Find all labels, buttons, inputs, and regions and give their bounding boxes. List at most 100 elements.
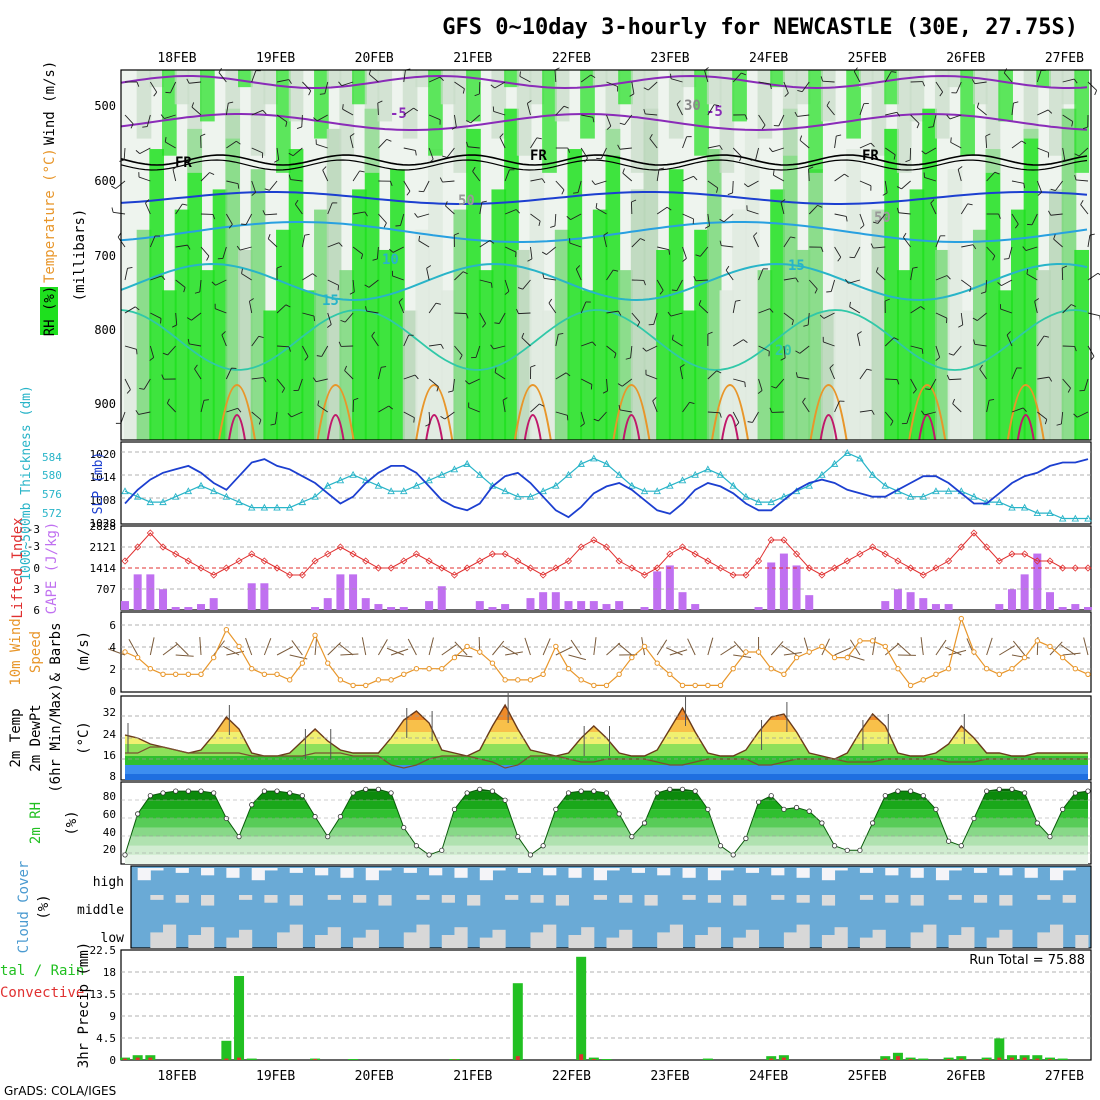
thickness-marker	[184, 487, 193, 495]
wind-barb	[191, 106, 202, 116]
wind-barb	[215, 279, 227, 286]
cape-bar	[678, 592, 687, 610]
wind-barb	[327, 279, 339, 286]
wind-barb	[884, 71, 892, 83]
wind-barb	[699, 246, 709, 257]
cloud-middle	[505, 895, 519, 900]
wind-barb	[200, 400, 205, 413]
rh-tick: 20	[103, 843, 116, 856]
lifted-index-marker	[602, 543, 611, 551]
wind-barb-flag	[935, 357, 940, 361]
wind-barb-flag	[442, 155, 448, 158]
wind-barb	[1053, 238, 1063, 248]
cloud-low	[543, 924, 557, 948]
cape-bar	[653, 571, 662, 610]
wind-barb	[929, 378, 937, 390]
wind-barb-flag	[548, 298, 553, 304]
wind-barb	[732, 339, 744, 347]
thickness-marker	[311, 492, 319, 500]
wind-barb-flag	[258, 335, 264, 339]
wind-barb-flag	[584, 157, 588, 163]
rh-column	[263, 310, 279, 440]
date-label: 23FEB	[650, 1069, 689, 1084]
wind-barb	[175, 244, 188, 248]
precip-convective-bar	[237, 1057, 242, 1060]
rh-marker	[920, 793, 926, 799]
wind-barb-flag	[592, 117, 595, 123]
wind-barb	[849, 306, 861, 314]
wind-barb	[1012, 640, 1026, 656]
thickness-marker	[615, 470, 623, 478]
wind-barb-flag	[515, 209, 521, 214]
wind-barb	[1062, 147, 1066, 160]
cloud-high	[251, 868, 265, 881]
cloud-level-high: high	[93, 875, 124, 890]
wind-barb	[808, 168, 810, 182]
rh-marker	[717, 843, 724, 849]
wind-speed-marker	[882, 643, 888, 650]
wind-barb	[856, 334, 861, 347]
wind-barb-flag	[1037, 191, 1042, 196]
wind-barb	[606, 378, 608, 391]
wind-barb-flag	[973, 339, 976, 345]
rh-column-upper	[643, 70, 659, 122]
wind-barb	[138, 411, 151, 415]
precip-total-bar	[1044, 1057, 1055, 1060]
wind-barb	[302, 273, 313, 281]
wind-barb	[226, 140, 237, 149]
wind-barb	[368, 73, 379, 83]
contour-label: FR	[530, 148, 547, 164]
wind-barb-flag	[338, 341, 342, 347]
rh-label: 2m RH	[28, 802, 44, 844]
wind-barb	[499, 137, 506, 149]
wind-barb	[949, 114, 962, 120]
rh-marker	[413, 843, 420, 849]
lifted-index-marker	[780, 536, 788, 544]
cape-bar	[577, 601, 586, 610]
wind-barb-flag	[1047, 109, 1053, 114]
wind-barb	[930, 203, 937, 215]
wind-barb	[479, 312, 487, 324]
wind-barb	[292, 147, 303, 157]
wind-barb-flag	[516, 308, 519, 314]
wind-label-3: & Barbs	[48, 622, 64, 681]
wind-barb	[472, 171, 481, 182]
cloud-middle	[682, 895, 696, 900]
cloud-middle	[264, 895, 278, 903]
precip-convective-bar	[1022, 1057, 1027, 1060]
thickness-marker	[666, 481, 674, 489]
wind-barb	[167, 345, 177, 356]
wind-barb-flag	[704, 225, 710, 229]
wind-barb	[783, 345, 786, 358]
temp-label-1: 2m Temp	[8, 708, 24, 767]
wind-barb-flag	[517, 287, 523, 290]
cloud-low	[226, 937, 240, 948]
cloud-middle	[201, 895, 215, 906]
rh-marker	[895, 788, 901, 794]
wind-barb-flag	[111, 185, 116, 189]
lifted-index-marker	[945, 557, 953, 565]
wind-barb	[200, 172, 210, 182]
cloud-high	[999, 868, 1013, 876]
lifted-index-marker	[438, 564, 446, 572]
wind-speed-marker	[920, 677, 926, 683]
wind-barb-flag	[802, 397, 806, 403]
wind-barb	[1060, 644, 1076, 656]
wind-barb-flag	[413, 107, 419, 112]
wind-barb	[470, 114, 481, 124]
wind-barb	[747, 209, 759, 215]
rh-column-upper	[440, 70, 456, 105]
wind-barb-flag	[757, 390, 763, 394]
cloud-middle	[353, 895, 367, 903]
rh-marker	[147, 793, 153, 799]
temperature-contour-magenta	[326, 414, 345, 441]
wind-speed-marker	[502, 677, 508, 683]
temperature-contour-magenta	[918, 414, 937, 441]
wind-speed-marker	[1072, 666, 1079, 672]
wind-barb	[808, 205, 818, 215]
wind-barb	[1034, 301, 1038, 314]
wind-speed-marker	[692, 682, 698, 689]
wind-barb	[758, 345, 770, 352]
wind-panel	[120, 611, 1092, 693]
wind-barb-flag	[502, 397, 508, 401]
